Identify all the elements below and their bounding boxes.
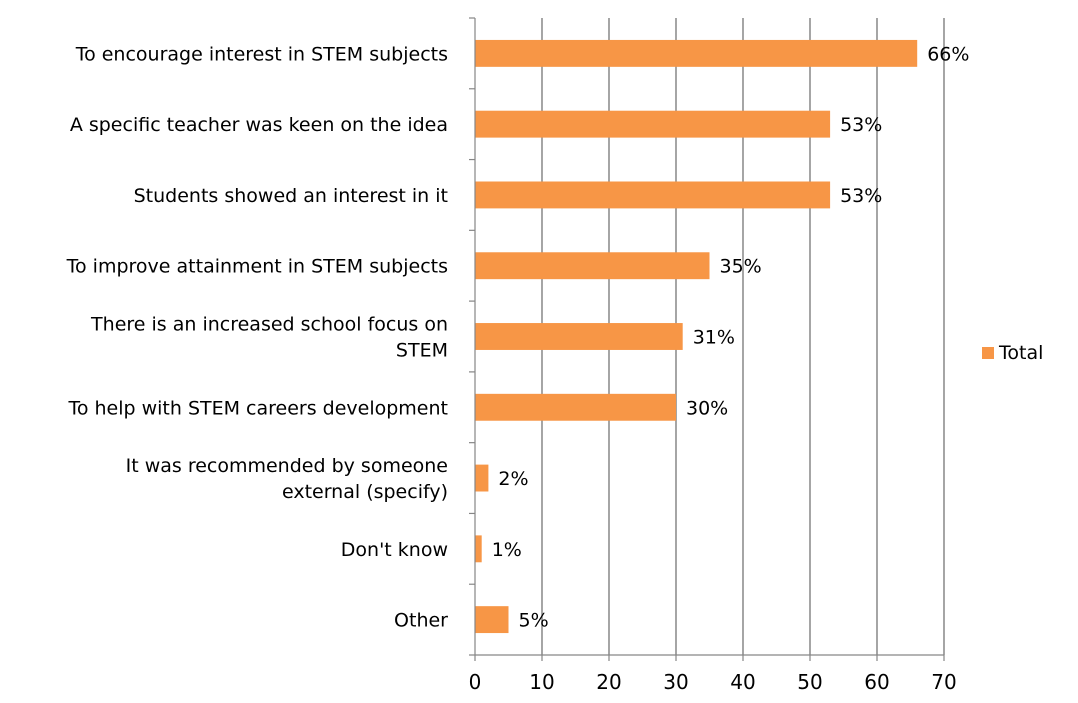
legend-swatch-total bbox=[982, 347, 994, 359]
bar-5 bbox=[475, 393, 676, 421]
bar-0 bbox=[475, 39, 918, 67]
category-label-8: Other bbox=[394, 610, 448, 632]
value-label-6: 2% bbox=[498, 468, 528, 490]
x-tick-label-10: 10 bbox=[529, 670, 554, 694]
bar-3 bbox=[475, 252, 710, 280]
bar-6 bbox=[475, 464, 489, 492]
value-label-0: 66% bbox=[927, 43, 969, 65]
category-label-6: It was recommended by someone external (s… bbox=[126, 455, 448, 503]
legend-label-total: Total bbox=[998, 342, 1043, 364]
legend: Total bbox=[982, 342, 1043, 364]
value-label-8: 5% bbox=[519, 610, 549, 632]
bar-2 bbox=[475, 181, 831, 209]
x-tick-label-70: 70 bbox=[931, 670, 956, 694]
category-label-5: To help with STEM careers development bbox=[67, 397, 448, 419]
value-label-7: 1% bbox=[492, 539, 522, 561]
bars bbox=[475, 39, 918, 634]
x-tick-label-30: 30 bbox=[663, 670, 688, 694]
value-label-3: 35% bbox=[720, 256, 762, 278]
labels: 66% 53% 53% 35% 31% 30% 2% 1% 5% 0 10 20 30 40 50 60 70 T… bbox=[66, 43, 970, 694]
category-label-4: There is an increased school focus on STE… bbox=[90, 314, 448, 362]
category-label-2: Students showed an interest in it bbox=[134, 185, 448, 207]
bar-8 bbox=[475, 606, 509, 634]
x-tick-label-60: 60 bbox=[864, 670, 889, 694]
category-label-1: A specific teacher was keen on the idea bbox=[70, 114, 448, 136]
value-label-1: 53% bbox=[840, 114, 882, 136]
category-label-3: To improve attainment in STEM subjects bbox=[66, 256, 448, 278]
value-label-2: 53% bbox=[840, 185, 882, 207]
bar-1 bbox=[475, 110, 831, 138]
bar-7 bbox=[475, 535, 482, 563]
category-label-0: To encourage interest in STEM subjects bbox=[75, 43, 448, 65]
x-tick-label-50: 50 bbox=[797, 670, 822, 694]
x-tick-label-0: 0 bbox=[469, 670, 482, 694]
bar-4 bbox=[475, 323, 683, 350]
value-label-5: 30% bbox=[686, 397, 728, 419]
value-label-4: 31% bbox=[693, 327, 735, 349]
x-tick-label-20: 20 bbox=[596, 670, 621, 694]
axes bbox=[469, 17, 945, 661]
x-tick-label-40: 40 bbox=[730, 670, 755, 694]
category-label-7: Don't know bbox=[341, 539, 448, 561]
